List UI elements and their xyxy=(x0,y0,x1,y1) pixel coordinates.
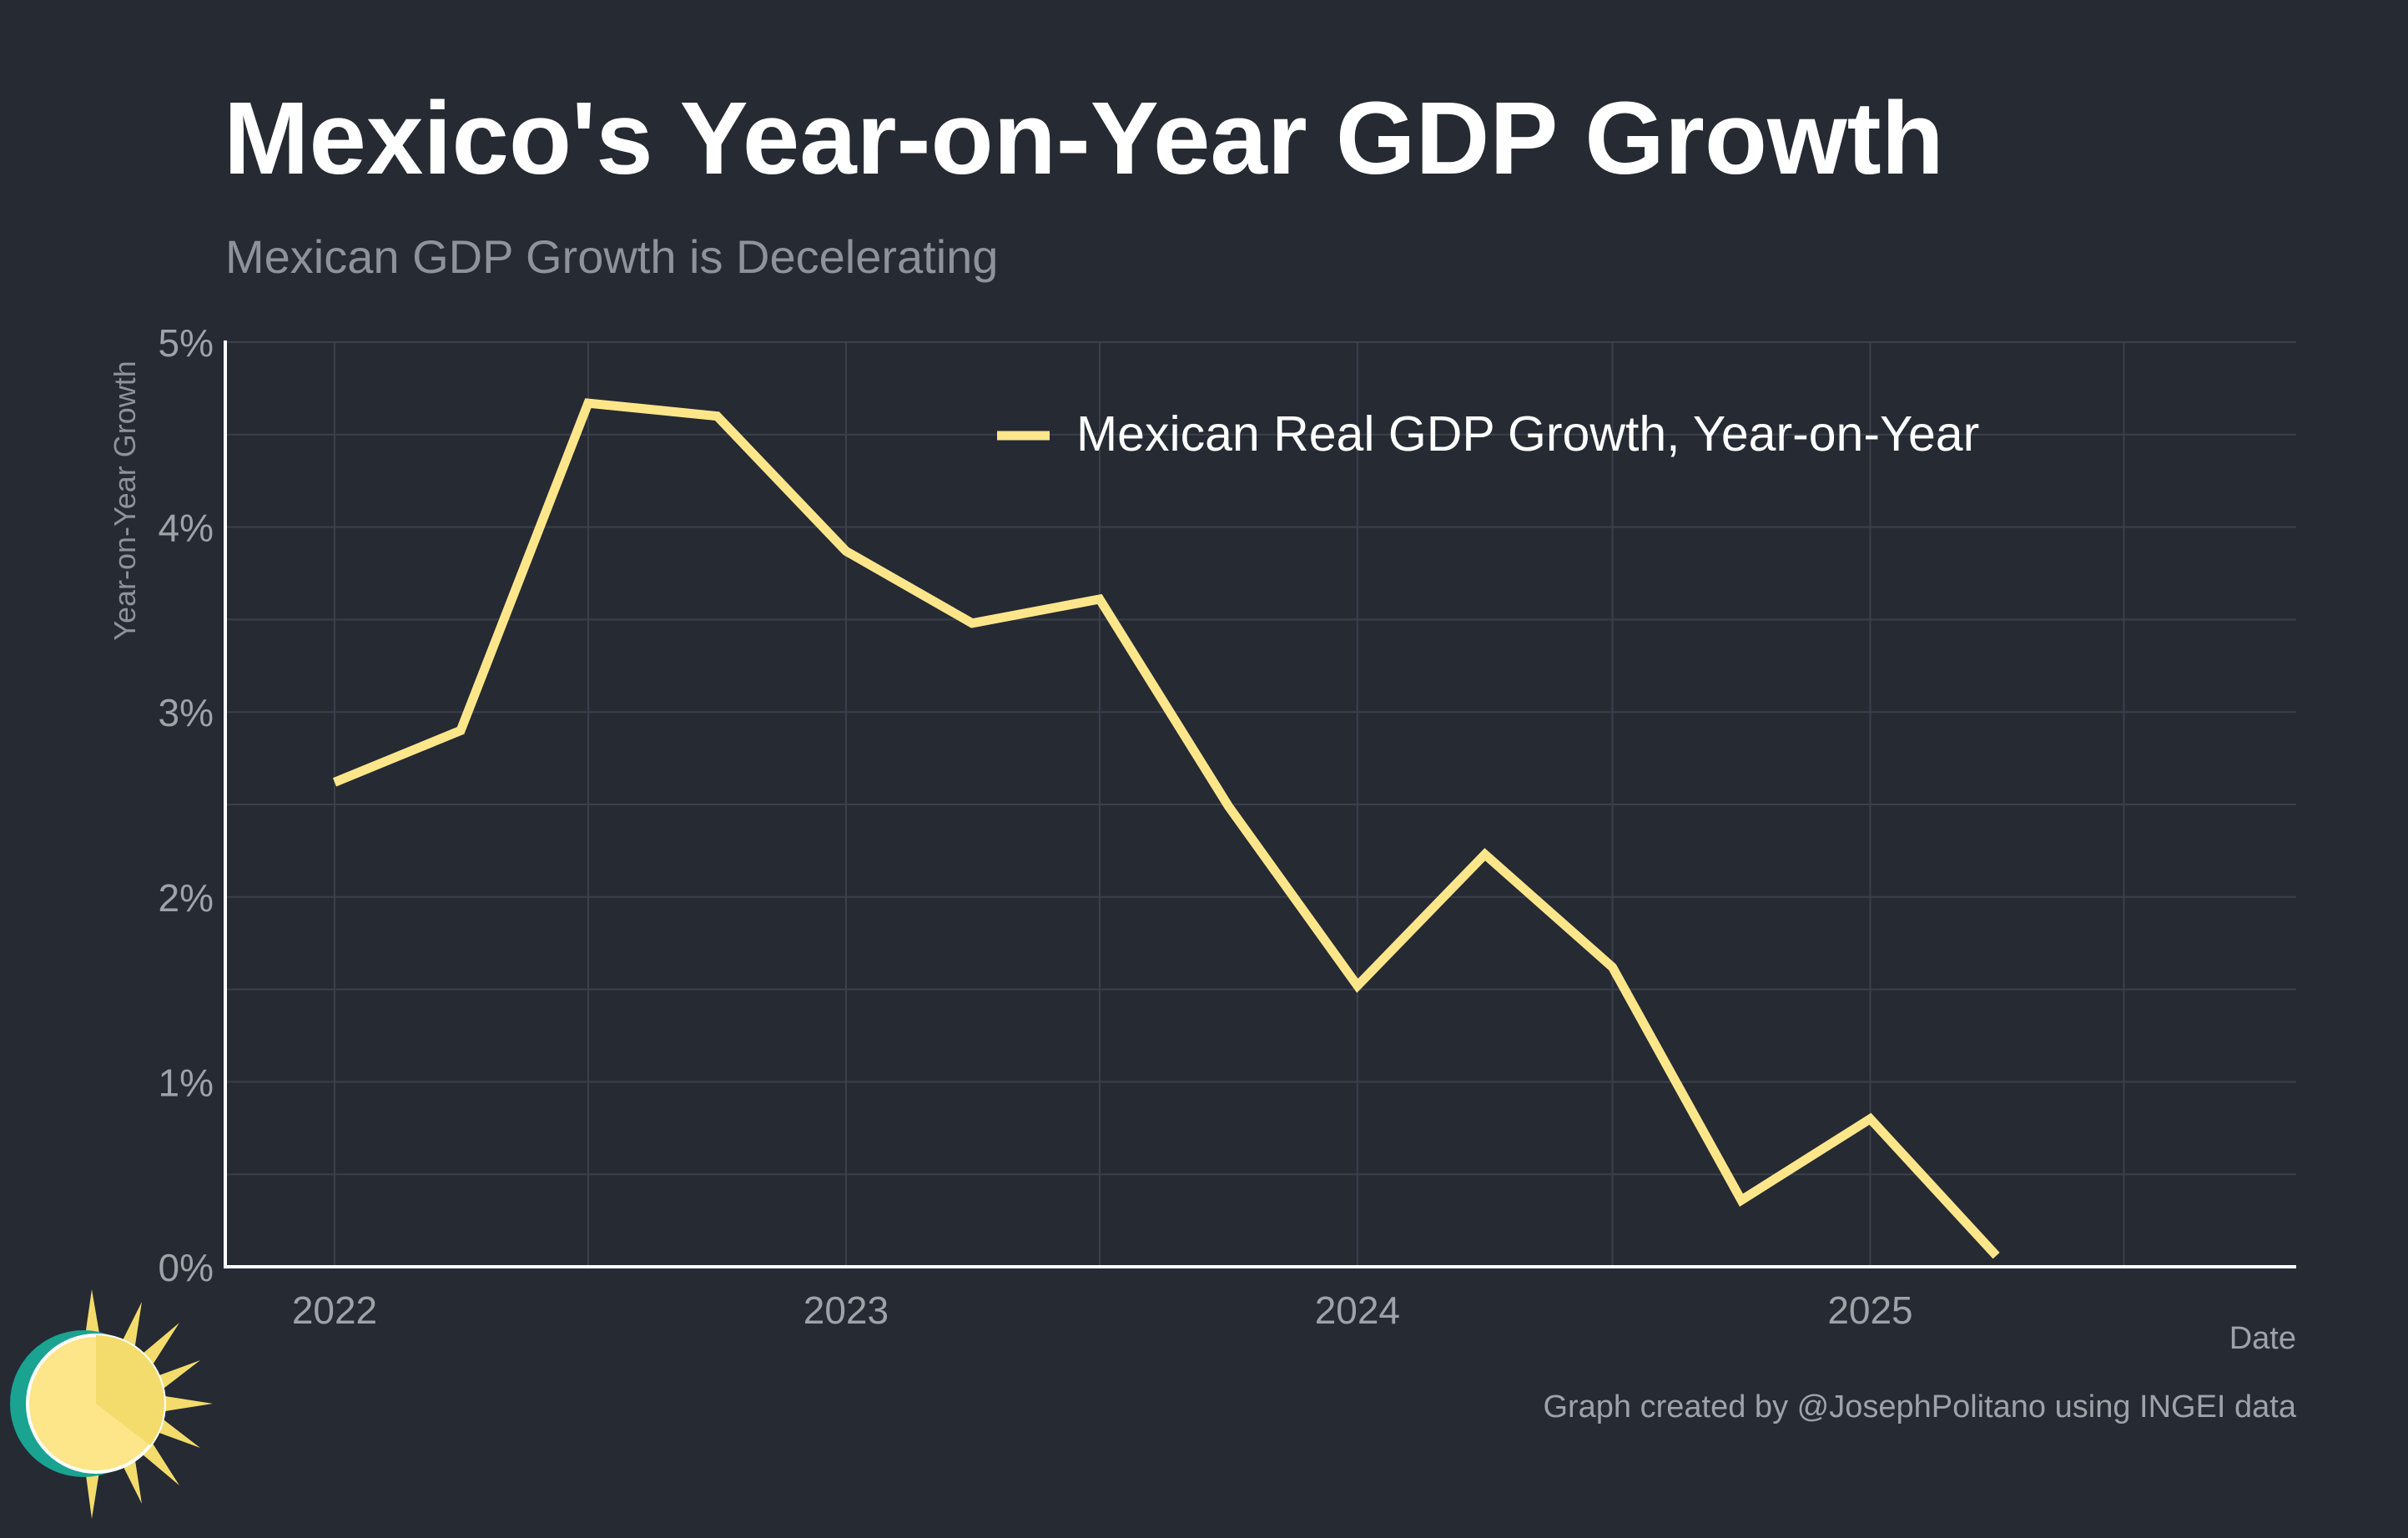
y-tick-label: 4% xyxy=(159,507,214,550)
y-tick-label: 1% xyxy=(159,1061,214,1104)
x-tick-label: 2023 xyxy=(804,1288,889,1332)
x-tick-label: 2024 xyxy=(1315,1288,1400,1332)
y-tick-label: 3% xyxy=(159,691,214,734)
series-layer xyxy=(332,398,2000,1259)
chart-title: Mexico's Year-on-Year GDP Growth xyxy=(224,82,1944,196)
axes xyxy=(224,340,2296,1268)
legend: Mexican Real GDP Growth, Year-on-Year xyxy=(997,406,1979,461)
sun-logo-icon xyxy=(10,1289,213,1519)
chart-subtitle: Mexican GDP Growth is Decelerating xyxy=(225,230,999,283)
x-tick-label: 2025 xyxy=(1827,1288,1912,1332)
source-credit: Graph created by @JosephPolitano using I… xyxy=(1543,1389,2296,1425)
y-axis-title: Year-on-Year Growth xyxy=(108,361,142,641)
series-line xyxy=(332,398,2000,1259)
x-axis-title: Date xyxy=(2229,1321,2296,1356)
axis-labels: 0% 1% 2% 3% 4% 5% 2022 2023 2024 2025 Year-on-Year… xyxy=(108,321,1913,1332)
y-tick-label: 0% xyxy=(159,1246,214,1289)
gridlines xyxy=(225,341,2296,1268)
y-tick-label: 5% xyxy=(159,321,214,365)
y-tick-label: 2% xyxy=(159,876,214,920)
legend-label: Mexican Real GDP Growth, Year-on-Year xyxy=(1076,406,1979,461)
x-tick-label: 2022 xyxy=(292,1288,377,1332)
